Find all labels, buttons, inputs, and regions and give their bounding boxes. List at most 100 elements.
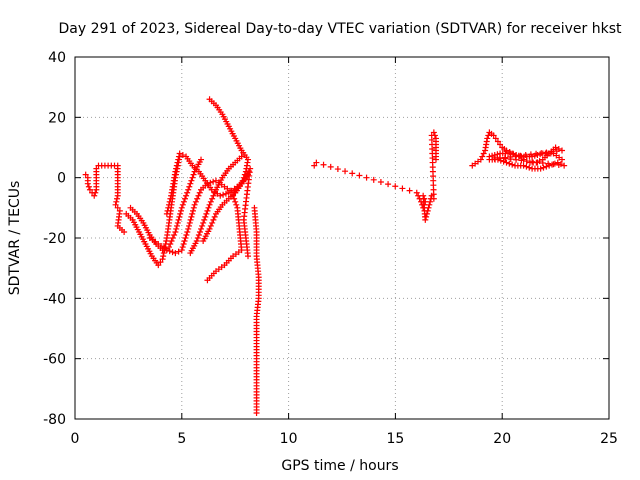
data-point [165, 204, 172, 211]
data-point [176, 213, 183, 220]
data-point [175, 156, 182, 163]
data-point [86, 186, 93, 193]
data-point [523, 163, 530, 170]
data-point [179, 152, 186, 159]
data-point [363, 174, 370, 181]
data-point [199, 222, 206, 229]
x-tick-label: 20 [493, 431, 511, 447]
y-tick-label: -80 [43, 412, 66, 428]
data-point [210, 178, 217, 185]
data-point [503, 159, 510, 166]
y-tick-labels: -80 -60 -40 -20 0 20 40 [43, 50, 66, 428]
data-point [545, 160, 552, 167]
data-point [540, 164, 547, 171]
data-point [231, 195, 238, 202]
data-point [430, 129, 437, 136]
y-tick-label: -40 [43, 291, 66, 307]
data-point [202, 213, 209, 220]
data-point [220, 191, 227, 198]
data-point [166, 198, 173, 205]
data-point [200, 219, 207, 226]
x-tick-label: 15 [386, 431, 404, 447]
data-point [174, 219, 181, 226]
data-point [210, 192, 217, 199]
data-point [173, 162, 180, 169]
data-point [192, 198, 199, 205]
data-point [182, 195, 189, 202]
data-point [555, 161, 562, 168]
data-point [232, 186, 239, 193]
data-point [210, 216, 217, 223]
data-point [195, 192, 202, 199]
data-point [185, 186, 192, 193]
data-point [198, 156, 205, 163]
data-point [497, 141, 504, 148]
data-point [509, 161, 516, 168]
data-point [163, 238, 170, 245]
data-point [356, 172, 363, 179]
data-point [506, 160, 513, 167]
data-point [477, 156, 484, 163]
data-point [520, 162, 527, 169]
y-tick-label: -20 [43, 231, 66, 247]
data-point [497, 157, 504, 164]
data-point [188, 213, 195, 220]
data-point [526, 164, 533, 171]
data-point [173, 222, 180, 229]
data-point [513, 152, 520, 159]
data-point [238, 153, 245, 160]
series-late-cluster [469, 129, 568, 172]
data-point [539, 160, 546, 167]
data-point [93, 165, 100, 172]
data-point [181, 238, 188, 245]
data-point [233, 201, 240, 208]
data-point [193, 238, 200, 245]
data-point [186, 219, 193, 226]
data-point [207, 222, 214, 229]
data-point [494, 151, 501, 158]
data-point [177, 207, 184, 214]
x-tick-label: 25 [600, 431, 618, 447]
data-point [209, 195, 216, 202]
data-point [189, 210, 196, 217]
data-point [163, 247, 170, 254]
data-points [82, 96, 568, 416]
data-point [121, 228, 128, 235]
data-point [176, 150, 183, 157]
data-point [84, 180, 91, 187]
x-tick-label: 0 [71, 431, 80, 447]
y-tick-label: 40 [48, 50, 66, 66]
data-point [313, 159, 320, 166]
data-point [171, 231, 178, 238]
data-point [422, 216, 429, 223]
data-point [426, 201, 433, 208]
data-point [164, 207, 171, 214]
data-point [515, 152, 522, 159]
data-point [537, 151, 544, 158]
data-point [187, 180, 194, 187]
data-point [172, 250, 179, 257]
data-point [480, 150, 487, 157]
data-point [425, 204, 432, 211]
series-vertical-drop [251, 204, 262, 416]
data-point [180, 241, 187, 248]
data-point [194, 195, 201, 202]
data-point [187, 216, 194, 223]
data-point [534, 152, 541, 159]
y-axis-label: SDTVAR / TECUs [7, 181, 23, 296]
data-point [232, 198, 239, 205]
data-point [253, 409, 260, 416]
data-point [230, 192, 237, 199]
data-point [206, 201, 213, 208]
data-point [503, 147, 510, 154]
data-point [178, 204, 185, 211]
data-point [211, 213, 218, 220]
series-mid-day [311, 129, 439, 223]
data-point [190, 207, 197, 214]
data-point [173, 225, 180, 232]
data-point [157, 259, 164, 266]
data-point [198, 225, 205, 232]
data-point [392, 183, 399, 190]
data-point [320, 161, 327, 168]
data-point [179, 201, 186, 208]
